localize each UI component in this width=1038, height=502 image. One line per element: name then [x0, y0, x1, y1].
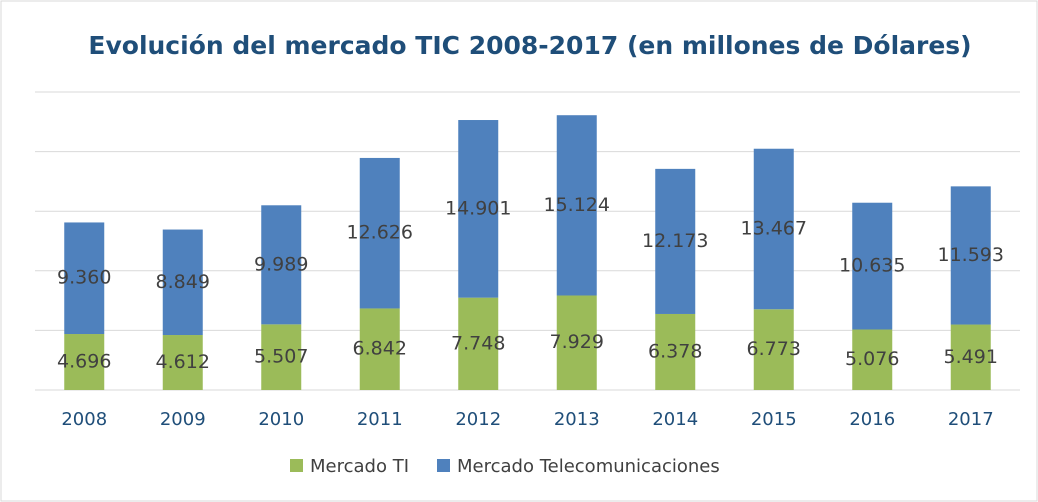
bar-segment [458, 120, 499, 298]
legend-swatch [290, 459, 303, 472]
data-label: 7.929 [550, 331, 604, 353]
data-label: 6.842 [353, 338, 407, 360]
bar-segment [753, 148, 794, 310]
x-tick-label: 2012 [455, 409, 501, 430]
x-tick-label: 2009 [160, 409, 206, 430]
data-label: 5.076 [845, 348, 899, 370]
x-tick-label: 2016 [849, 409, 895, 430]
bar-segment [64, 334, 105, 390]
bar-segment [655, 168, 696, 314]
data-label: 10.635 [839, 255, 905, 277]
x-tick-label: 2017 [948, 409, 994, 430]
bar-segment [162, 335, 203, 390]
x-tick-label: 2008 [61, 409, 107, 430]
bar-segment [852, 202, 893, 330]
chart-title: Evolución del mercado TIC 2008-2017 (en … [88, 31, 971, 60]
data-label: 8.849 [156, 271, 210, 293]
bar-segment [556, 295, 597, 390]
bar-segment [852, 329, 893, 390]
data-label: 14.901 [445, 197, 511, 219]
bar-segment [655, 313, 696, 390]
data-label: 4.612 [156, 351, 210, 373]
data-label: 15.124 [544, 194, 610, 216]
data-label: 5.507 [254, 346, 308, 368]
bar-segment [458, 297, 499, 390]
bar-segment [162, 229, 203, 336]
data-label: 6.773 [747, 338, 801, 360]
data-label: 4.696 [57, 351, 111, 373]
data-label: 5.491 [944, 346, 998, 368]
bar-segment [950, 186, 991, 325]
legend-label: Mercado Telecomunicaciones [457, 456, 720, 477]
x-tick-label: 2011 [357, 409, 403, 430]
bar-segment [950, 324, 991, 390]
bar-segment [556, 115, 597, 296]
x-tick-label: 2014 [652, 409, 698, 430]
x-tick-label: 2010 [258, 409, 304, 430]
data-label: 9.360 [57, 267, 111, 289]
bar-segment [753, 309, 794, 390]
bar-segment [359, 308, 400, 390]
x-tick-label: 2015 [751, 409, 797, 430]
data-label: 6.378 [648, 340, 702, 362]
bar-segment [359, 157, 400, 309]
legend-swatch [437, 459, 450, 472]
bar-segment [64, 222, 105, 335]
data-label: 12.626 [347, 222, 413, 244]
data-label: 13.467 [741, 218, 807, 240]
bar-segment [261, 324, 302, 390]
legend-label: Mercado TI [310, 456, 409, 477]
data-label: 7.748 [451, 332, 505, 354]
data-label: 12.173 [642, 230, 708, 252]
x-tick-label: 2013 [554, 409, 600, 430]
data-label: 11.593 [938, 244, 1004, 266]
bar-segment [261, 205, 302, 325]
data-label: 9.989 [254, 253, 308, 275]
